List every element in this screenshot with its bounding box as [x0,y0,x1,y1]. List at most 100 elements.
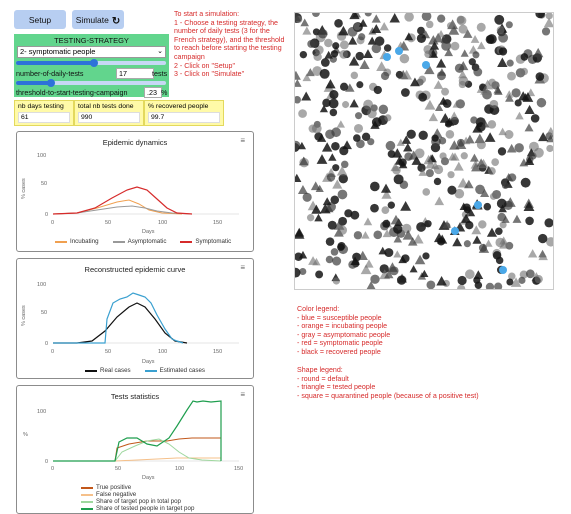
agent [407,237,418,246]
agent [401,88,410,97]
agent [355,51,364,61]
legend-line: Color legend: [297,305,340,313]
agent [436,275,447,286]
agent [449,111,459,120]
agent [434,196,445,206]
agent [334,19,343,28]
agent [469,153,479,162]
agent [437,14,446,23]
y-tick: 50 [41,310,47,316]
agent [511,88,521,98]
agent [514,143,524,153]
monitor-recovered: % recovered people 99.7 [144,100,224,126]
agent [418,168,427,176]
agent [367,138,375,146]
daily-tests-slider[interactable]: number-of-daily-tests 17 tests [14,58,169,79]
agent [348,56,360,66]
agent [454,188,465,199]
agent [384,248,394,258]
legend-line: - red = symptomatic people [297,339,383,348]
agent [370,274,380,284]
agent [380,183,392,193]
agent [497,57,508,67]
daily-tests-value[interactable]: 17 [116,68,154,79]
y-axis-label: % cases [21,178,27,199]
agent [441,87,450,96]
agent [299,50,308,59]
agent [541,27,551,36]
agent [381,206,390,215]
agent [382,229,392,238]
threshold-slider[interactable]: threshold-to-start-testing-campaign .23 … [14,79,169,98]
agent [483,202,492,211]
epidemic-dynamics-plot: Epidemic dynamics ≡ % cases 100 50 0 0 5… [16,131,254,252]
agent [426,280,436,289]
slider-fill [16,81,51,85]
agent [519,158,529,167]
agent [353,22,361,31]
legend-line: Shape legend: [297,366,343,374]
simulation-world[interactable] [294,12,554,290]
susceptible-agent [451,227,459,235]
agent [336,120,345,128]
agent [371,24,382,34]
slider-knob[interactable] [90,59,98,67]
agent [506,278,514,286]
agent [338,174,348,184]
agent [400,200,412,211]
agent [422,188,431,196]
agent [295,13,301,21]
hamburger-menu-icon[interactable]: ≡ [240,390,245,399]
agent [428,112,439,122]
agent [337,189,348,200]
plot-svg: % cases 100 50 0 0 50 100 150 Days [21,282,239,365]
agent [501,215,510,223]
agent [504,130,514,139]
agent [458,76,469,86]
agent [314,213,323,222]
slider-knob[interactable] [46,79,55,87]
agent [418,75,427,84]
agent [339,49,349,59]
agent [422,252,430,260]
plot-title: Tests statistics [110,392,160,401]
strategy-select[interactable]: 2- symptomatic people ⌄ [17,46,166,58]
agent [470,35,480,43]
agent [545,13,553,20]
agent [523,201,535,212]
agent [329,108,338,117]
monitor-label: nb days testing [18,103,64,110]
testing-strategy-chooser[interactable]: TESTING-STRATEGY 2- symptomatic people ⌄ [14,34,169,58]
instruction-line: To start a simulation: [174,10,240,18]
agent [462,29,473,38]
agent [341,160,349,169]
hamburger-menu-icon[interactable]: ≡ [240,136,245,145]
agent [425,20,434,29]
hamburger-menu-icon[interactable]: ≡ [240,263,245,272]
instruction-line: to reach before starting the testing [174,44,282,53]
agent [403,143,413,152]
agent [337,225,348,235]
agent [478,158,489,169]
legend-item: Symptomatic [180,238,231,245]
agent [355,112,363,120]
slider-track[interactable] [16,79,166,87]
slider-track[interactable] [16,59,166,67]
plot-title: Reconstructed epidemic curve [84,265,186,274]
agent [424,220,432,228]
agent [505,21,513,29]
simulate-button[interactable]: Simulate ↻ [72,10,124,29]
agent [536,97,547,108]
instruction-line: 1 - Choose a testing strategy, the [174,18,278,27]
agent [319,68,330,79]
agent [508,272,516,280]
agent [401,69,412,80]
agent [396,275,407,285]
agent [524,123,534,132]
y-tick: 100 [37,153,46,159]
setup-button[interactable]: Setup [14,10,66,29]
agent [544,218,553,228]
agent [452,100,461,108]
agent [311,204,322,214]
threshold-value[interactable]: .23 [144,87,162,98]
